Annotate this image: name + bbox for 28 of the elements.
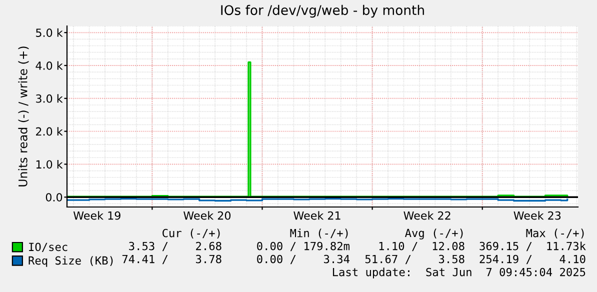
text: Min (-/+) [290, 228, 348, 239]
y-tick-label: 0.0 [46, 193, 62, 202]
legend-label: IO/sec [29, 242, 68, 252]
x-tick-label: Week 19 [73, 211, 120, 220]
text: 369.15 / 11.73k [480, 242, 586, 252]
y-tick-label: 1.0 k [36, 160, 63, 169]
text: 74.41 / 3.78 [122, 254, 222, 264]
text: 0.00 / 3.34 [257, 254, 350, 264]
text: Avg (-/+) [405, 228, 463, 240]
text: 1.10 / 12.08 [379, 242, 464, 252]
y-axis-title: Units read (-) / write (+) [18, 46, 29, 186]
x-tick-label: Week 23 [514, 211, 561, 220]
text: Cur (-/+) [162, 228, 220, 239]
text: Last update: Sat Jun 7 09:45:04 2025 [332, 268, 586, 278]
x-tick-label: Week 22 [404, 211, 450, 220]
legend-label: Req Size (KB) [28, 256, 113, 267]
y-tick-label: 4.0 k [36, 61, 63, 70]
chart-title: IOs for /dev/vg/web - by month [221, 4, 424, 18]
text: 3.53 / 2.68 [129, 242, 222, 252]
y-tick-label: 5.0 k [36, 28, 63, 37]
text: 254.19 / 4.10 [480, 254, 586, 264]
y-tick-label: 2.0 k [36, 127, 63, 136]
x-tick-label: Week 21 [294, 211, 340, 220]
text: 0.00 / 179.82m [257, 242, 350, 252]
x-tick-label: Week 20 [184, 211, 231, 220]
y-tick-label: 3.0 k [36, 94, 63, 103]
text: 51.67 / 3.58 [365, 254, 464, 264]
text: Max (-/+) [526, 228, 584, 239]
